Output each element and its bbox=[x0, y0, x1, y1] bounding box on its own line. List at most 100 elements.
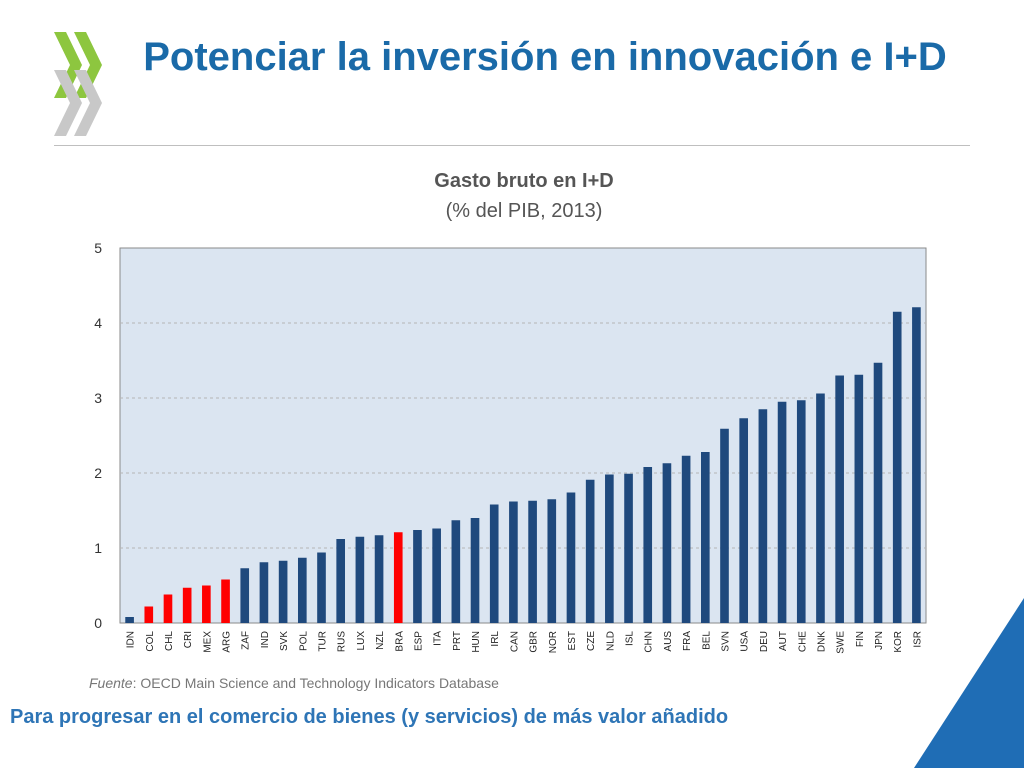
x-tick-label: BEL bbox=[701, 631, 712, 650]
x-tick-label: POL bbox=[298, 631, 309, 651]
x-tick-label: CHL bbox=[164, 631, 175, 651]
bar-bel bbox=[700, 452, 710, 623]
x-tick-label: KOR bbox=[893, 631, 904, 653]
bar-hun bbox=[470, 518, 480, 623]
x-tick-label: BRA bbox=[394, 631, 405, 652]
x-tick-label: FRA bbox=[682, 631, 693, 651]
plot-area bbox=[119, 247, 927, 624]
x-tick-label: NOR bbox=[548, 631, 559, 653]
y-tick-label: 1 bbox=[94, 540, 102, 556]
chart-subtitle: (% del PIB, 2013) bbox=[445, 200, 603, 222]
x-tick-label: ESP bbox=[413, 631, 424, 651]
x-tick-label: NZL bbox=[375, 631, 386, 650]
bar-arg bbox=[221, 579, 230, 623]
x-tick-label: CAN bbox=[509, 631, 520, 652]
bar-lux bbox=[355, 536, 365, 623]
bar-gbr bbox=[528, 500, 537, 623]
x-tick-label: TUR bbox=[318, 631, 329, 652]
bar-chn bbox=[643, 467, 653, 623]
bar-tur bbox=[317, 552, 326, 623]
x-tick-label: SWE bbox=[836, 631, 847, 654]
bar-che bbox=[796, 400, 806, 623]
bar-bra bbox=[393, 532, 403, 623]
bar-col bbox=[144, 606, 154, 623]
x-tick-label: RUS bbox=[337, 631, 348, 652]
x-tick-label: SVN bbox=[721, 631, 732, 652]
x-tick-label: ITA bbox=[433, 631, 444, 646]
bar-nzl bbox=[374, 535, 384, 623]
bar-fra bbox=[681, 455, 691, 623]
x-tick-label: EST bbox=[567, 631, 578, 650]
bar-nor bbox=[547, 499, 557, 623]
x-tick-label: AUT bbox=[778, 631, 789, 651]
bar-ind bbox=[259, 562, 269, 623]
x-tick-label: IRL bbox=[490, 631, 501, 647]
bar-jpn bbox=[873, 362, 883, 623]
bar-usa bbox=[739, 418, 749, 623]
bar-can bbox=[509, 501, 518, 623]
corner-decoration-icon bbox=[914, 598, 1024, 768]
x-tick-label: CHN bbox=[644, 631, 655, 653]
y-tick-label: 4 bbox=[94, 315, 102, 331]
bar-svn bbox=[720, 428, 729, 623]
x-tick-label: IND bbox=[260, 631, 271, 648]
bar-svk bbox=[278, 560, 288, 623]
bar-deu bbox=[758, 409, 768, 623]
x-tick-label: IDN bbox=[126, 631, 137, 648]
x-tick-label: LUX bbox=[356, 631, 367, 651]
bar-cri bbox=[182, 587, 192, 623]
x-tick-label: DNK bbox=[816, 631, 827, 652]
bar-esp bbox=[413, 530, 422, 623]
x-tick-label: CHE bbox=[797, 631, 808, 652]
bar-idn bbox=[125, 617, 134, 623]
x-tick-label: CRI bbox=[183, 631, 194, 648]
bar-cze bbox=[585, 479, 595, 623]
chart-title: Gasto bruto en I+D bbox=[434, 170, 614, 192]
y-tick-label: 3 bbox=[94, 390, 102, 406]
x-tick-label: GBR bbox=[529, 631, 540, 653]
x-tick-label: MEX bbox=[202, 631, 213, 653]
x-tick-label: CZE bbox=[586, 631, 597, 651]
bar-nld bbox=[605, 474, 614, 623]
x-tick-label: ZAF bbox=[241, 631, 252, 650]
x-tick-label: DEU bbox=[759, 631, 770, 652]
bar-rus bbox=[336, 539, 346, 623]
footer-statement: Para progresar en el comercio de bienes … bbox=[10, 706, 729, 728]
bar-irl bbox=[489, 504, 499, 623]
bar-ita bbox=[432, 528, 441, 623]
x-tick-label: JPN bbox=[874, 631, 885, 650]
x-tick-label: HUN bbox=[471, 631, 482, 653]
bar-swe bbox=[835, 375, 844, 623]
source-text: : OECD Main Science and Technology Indic… bbox=[132, 675, 499, 691]
bar-aut bbox=[777, 401, 787, 623]
bar-aus bbox=[662, 463, 672, 623]
bar-isr bbox=[912, 307, 921, 623]
bar-chl bbox=[163, 594, 173, 623]
source-note: Fuente: OECD Main Science and Technology… bbox=[89, 675, 499, 691]
y-tick-label: 5 bbox=[94, 240, 102, 256]
x-tick-label: SVK bbox=[279, 631, 290, 651]
slide-title: Potenciar la inversión en innovación e I… bbox=[143, 35, 947, 79]
oecd-logo-icon bbox=[54, 32, 102, 136]
x-tick-label: COL bbox=[145, 631, 156, 652]
x-tick-label: PRT bbox=[452, 631, 463, 651]
bar-kor bbox=[892, 311, 902, 623]
x-tick-label: ARG bbox=[222, 631, 233, 653]
x-tick-label: NLD bbox=[605, 631, 616, 651]
x-tick-label: USA bbox=[740, 631, 751, 652]
bar-dnk bbox=[816, 393, 825, 623]
x-tick-label: ISL bbox=[625, 631, 636, 646]
x-tick-label: AUS bbox=[663, 631, 674, 652]
bar-fin bbox=[854, 374, 864, 623]
x-tick-label: FIN bbox=[855, 631, 866, 647]
bar-zaf bbox=[240, 568, 250, 623]
bar-isl bbox=[624, 473, 633, 623]
source-label: Fuente bbox=[89, 675, 133, 691]
bar-est bbox=[566, 492, 576, 623]
bar-prt bbox=[451, 520, 461, 623]
bar-mex bbox=[202, 585, 211, 623]
y-tick-label: 2 bbox=[94, 465, 102, 481]
y-tick-label: 0 bbox=[94, 615, 102, 631]
title-divider bbox=[54, 145, 970, 146]
